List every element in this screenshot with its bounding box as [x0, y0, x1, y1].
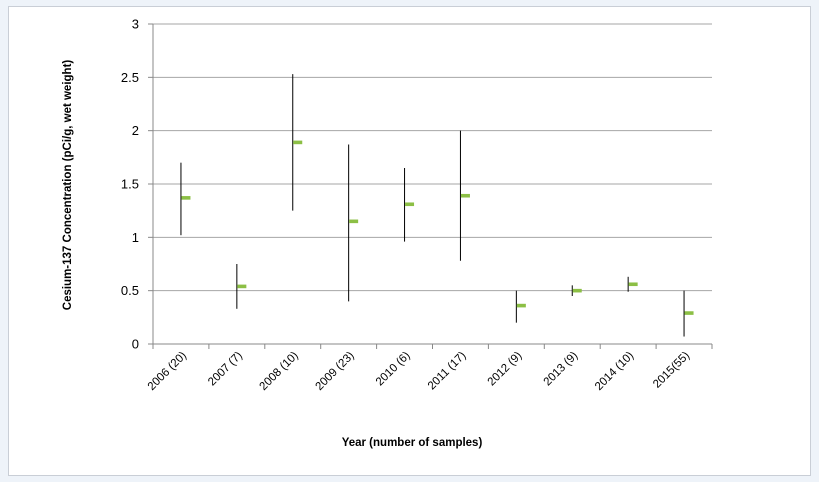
- axis-layer: 0 0.5 1 1.5 2 2.5 3 2006 (20) 2007 (7) 2008 (10) 2…: [121, 17, 713, 393]
- y-tick-label: 0.5: [121, 283, 139, 298]
- label-layer: Cesium-137 Concentration (pCi/g, wet wei…: [62, 60, 482, 449]
- x-tick-label: 2010 (6): [374, 350, 413, 389]
- mean-marker: [181, 196, 191, 200]
- x-tick-label: 2015(55): [651, 350, 692, 391]
- x-axis-label: Year (number of samples): [342, 437, 483, 449]
- y-tick-label: 2.5: [121, 70, 139, 85]
- x-tick-label: 2008 (10): [258, 350, 301, 393]
- mean-marker: [684, 311, 694, 315]
- x-tick-label: 2007 (7): [206, 350, 245, 389]
- mean-marker: [405, 202, 415, 207]
- x-tick-label: 2011 (17): [426, 350, 469, 393]
- y-tick-label: 3: [132, 17, 139, 32]
- mean-marker: [293, 140, 303, 145]
- y-tick-label: 1.5: [121, 177, 139, 192]
- mark-layer: [180, 74, 694, 337]
- mean-marker: [349, 219, 359, 224]
- y-tick-label: 2: [132, 123, 139, 138]
- y-tick-label: 1: [132, 230, 139, 245]
- mean-marker: [516, 303, 526, 308]
- x-tick-label: 2013 (9): [542, 350, 581, 389]
- x-tick-label: 2009 (23): [313, 350, 356, 393]
- grid-layer: [153, 23, 712, 292]
- mean-marker: [572, 288, 582, 293]
- x-tick-label: 2006 (20): [146, 350, 189, 393]
- y-tick-label: 0: [132, 337, 139, 352]
- x-tick-label: 2014 (10): [593, 350, 636, 393]
- mean-marker: [237, 284, 247, 289]
- x-tick-label: 2012 (9): [486, 350, 525, 389]
- mean-marker: [460, 193, 470, 198]
- mean-marker: [628, 282, 638, 287]
- y-axis-label: Cesium-137 Concentration (pCi/g, wet wei…: [62, 60, 74, 311]
- chart-frame: [8, 6, 811, 476]
